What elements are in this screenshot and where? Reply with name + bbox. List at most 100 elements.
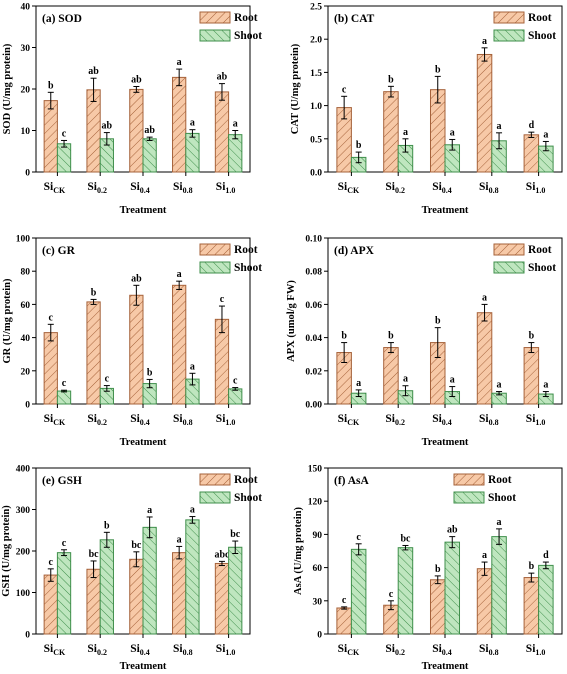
- significance-label: c: [49, 312, 54, 323]
- significance-label: b: [435, 64, 441, 75]
- significance-label: b: [388, 74, 394, 85]
- y-tick-label: 30: [21, 44, 31, 54]
- x-tick-label: Si1.0: [216, 413, 236, 427]
- panel-c-gr: (c) GR GR (U/mg protein) Treatment 0 20 40…: [2, 235, 262, 449]
- y-tick-label: 2.0: [310, 36, 322, 46]
- legend-swatch-root: [453, 473, 485, 486]
- significance-label: abc: [214, 549, 230, 560]
- y-tick-label: 0.08: [305, 268, 322, 278]
- y-axis-title: GSH (U/mg protein): [1, 505, 12, 597]
- y-axis-title: SOD (U/mg protein): [2, 43, 13, 134]
- significance-label: bc: [131, 540, 142, 551]
- legend-swatch-root: [199, 473, 231, 486]
- bar-root: [429, 579, 446, 635]
- bars: b a b a b a a a b a: [336, 292, 554, 405]
- legend-label-shoot: Shoot: [528, 30, 556, 42]
- legend-label-shoot: Shoot: [528, 262, 556, 274]
- legend-swatch-root: [199, 243, 231, 256]
- significance-label: b: [147, 367, 153, 378]
- panel-title: (c) GR: [42, 245, 76, 257]
- significance-label: c: [342, 84, 347, 95]
- legend-swatch-shoot: [199, 491, 231, 504]
- significance-label: a: [177, 269, 182, 280]
- panel-title: (f) AsA: [334, 475, 370, 487]
- y-tick-label: 0.10: [305, 235, 322, 245]
- significance-label: b: [104, 520, 110, 531]
- bar-shoot: [56, 390, 72, 405]
- legend: Root Shoot: [453, 473, 516, 504]
- y-tick-label: 40: [21, 334, 31, 344]
- significance-label: c: [233, 376, 238, 387]
- bar-root: [383, 91, 399, 173]
- legend-label-root: Root: [488, 474, 512, 486]
- x-axis: SiCK Si0.2 Si0.4 Si0.8 Si1.0: [338, 634, 546, 657]
- bar-root: [172, 284, 187, 405]
- x-axis: SiCK Si0.2 Si0.4 Si0.8 Si1.0: [44, 404, 236, 427]
- bar-root: [476, 312, 493, 405]
- significance-label: a: [403, 374, 408, 385]
- legend-label-root: Root: [234, 474, 258, 486]
- x-tick-label: Si0.4: [130, 643, 150, 657]
- y-axis: 0 30 60 90 120 150: [308, 465, 328, 641]
- bar-root: [129, 294, 144, 405]
- y-tick-label: 30: [313, 597, 323, 607]
- y-axis-title: GR (U/mg protein): [2, 278, 13, 363]
- significance-label: ab: [144, 125, 155, 136]
- y-axis-title: CAT (U/mg protein): [290, 43, 301, 134]
- x-tick-label: Si0.2: [87, 181, 107, 195]
- bar-root: [214, 562, 230, 635]
- y-tick-label: 0.00: [305, 401, 322, 411]
- bar-root: [43, 574, 58, 635]
- bar-shoot: [185, 519, 200, 635]
- legend-swatch-shoot: [199, 29, 231, 42]
- x-tick-label: Si1.0: [526, 643, 546, 657]
- x-axis: SiCK Si0.2 Si0.4 Si0.8 Si1.0: [338, 172, 545, 195]
- x-tick-label: Si0.8: [173, 181, 193, 195]
- bar-root: [476, 568, 493, 635]
- bar-root: [336, 607, 352, 635]
- x-tick-label: Si0.2: [385, 643, 405, 657]
- y-axis: 0 10 20 30 40: [21, 3, 36, 179]
- legend-label-root: Root: [528, 244, 552, 256]
- significance-label: d: [543, 550, 549, 561]
- significance-label: c: [220, 294, 225, 305]
- significance-label: c: [342, 595, 347, 606]
- y-axis-title: AsA (U/mg protein): [293, 507, 304, 595]
- bar-root: [383, 347, 399, 405]
- y-tick-label: 80: [21, 268, 31, 278]
- bar-shoot: [185, 132, 200, 173]
- bar-root: [43, 100, 58, 173]
- y-axis: 0 100 200 300 400: [16, 465, 36, 641]
- legend-label-root: Root: [234, 12, 258, 24]
- bar-root: [129, 88, 144, 173]
- bar-root: [86, 89, 101, 173]
- y-tick-label: 0: [25, 169, 30, 179]
- y-tick-label: 300: [16, 506, 31, 516]
- significance-label: b: [48, 80, 54, 91]
- legend: Root Shoot: [493, 243, 556, 274]
- panel-a-sod: (a) SOD SOD (U/mg protein) Treatment 0 10…: [2, 3, 262, 217]
- x-tick-label: SiCK: [44, 413, 66, 427]
- bar-root: [129, 558, 144, 635]
- bar-root: [86, 568, 101, 635]
- x-tick-label: SiCK: [44, 643, 66, 657]
- panel-title: (b) CAT: [334, 13, 375, 25]
- x-axis-title: Treatment: [120, 205, 167, 216]
- y-tick-label: 0: [25, 631, 30, 641]
- x-tick-label: SiCK: [44, 181, 66, 195]
- x-tick-label: Si1.0: [216, 643, 236, 657]
- x-tick-label: Si0.4: [432, 413, 452, 427]
- y-tick-label: 90: [313, 531, 323, 541]
- bar-shoot: [538, 564, 554, 635]
- x-axis: SiCK Si0.2 Si0.4 Si0.8 Si1.0: [44, 634, 236, 657]
- y-tick-label: 200: [16, 548, 31, 558]
- bar-shoot: [56, 143, 72, 173]
- y-tick-label: 40: [21, 3, 31, 13]
- significance-label: ab: [447, 525, 458, 536]
- panel-title: (e) GSH: [42, 475, 82, 487]
- x-axis: SiCK Si0.2 Si0.4 Si0.8 Si1.0: [44, 172, 236, 195]
- x-tick-label: Si1.0: [216, 181, 236, 195]
- x-tick-label: Si0.8: [479, 413, 499, 427]
